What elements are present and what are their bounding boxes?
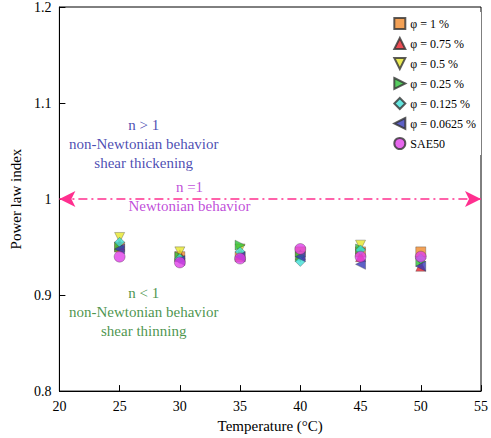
svg-text:0.8: 0.8 — [34, 384, 52, 399]
svg-text:25: 25 — [113, 399, 127, 414]
svg-text:Temperature (°C): Temperature (°C) — [218, 418, 323, 435]
svg-text:1.2: 1.2 — [34, 0, 52, 15]
svg-text:φ = 0.25 %: φ = 0.25 % — [410, 77, 464, 91]
svg-text:shear thickening: shear thickening — [94, 155, 193, 171]
svg-text:50: 50 — [414, 399, 428, 414]
svg-text:φ = 1 %: φ = 1 % — [410, 17, 449, 31]
svg-text:shear thinning: shear thinning — [101, 323, 187, 339]
svg-text:Newtonian behavior: Newtonian behavior — [128, 198, 250, 214]
svg-text:φ = 0.75 %: φ = 0.75 % — [410, 37, 464, 51]
svg-text:SAE50: SAE50 — [410, 137, 445, 151]
svg-text:φ = 0.5 %: φ = 0.5 % — [410, 57, 458, 71]
svg-text:Power law index: Power law index — [8, 148, 24, 249]
svg-text:n < 1: n < 1 — [128, 285, 159, 301]
svg-text:1.1: 1.1 — [34, 96, 52, 111]
svg-text:30: 30 — [173, 399, 187, 414]
svg-text:45: 45 — [354, 399, 368, 414]
svg-text:35: 35 — [233, 399, 247, 414]
svg-text:40: 40 — [293, 399, 307, 414]
svg-text:n =1: n =1 — [176, 179, 203, 195]
svg-text:non-Newtonian behavior: non-Newtonian behavior — [69, 136, 219, 152]
svg-text:0.9: 0.9 — [34, 288, 52, 303]
svg-text:55: 55 — [474, 399, 488, 414]
svg-text:n > 1: n > 1 — [128, 117, 159, 133]
svg-text:φ = 0.125 %: φ = 0.125 % — [410, 97, 470, 111]
svg-text:φ = 0.0625 %: φ = 0.0625 % — [410, 117, 476, 131]
svg-text:20: 20 — [52, 399, 66, 414]
svg-text:non-Newtonian behavior: non-Newtonian behavior — [69, 304, 219, 320]
svg-text:1: 1 — [44, 192, 51, 207]
